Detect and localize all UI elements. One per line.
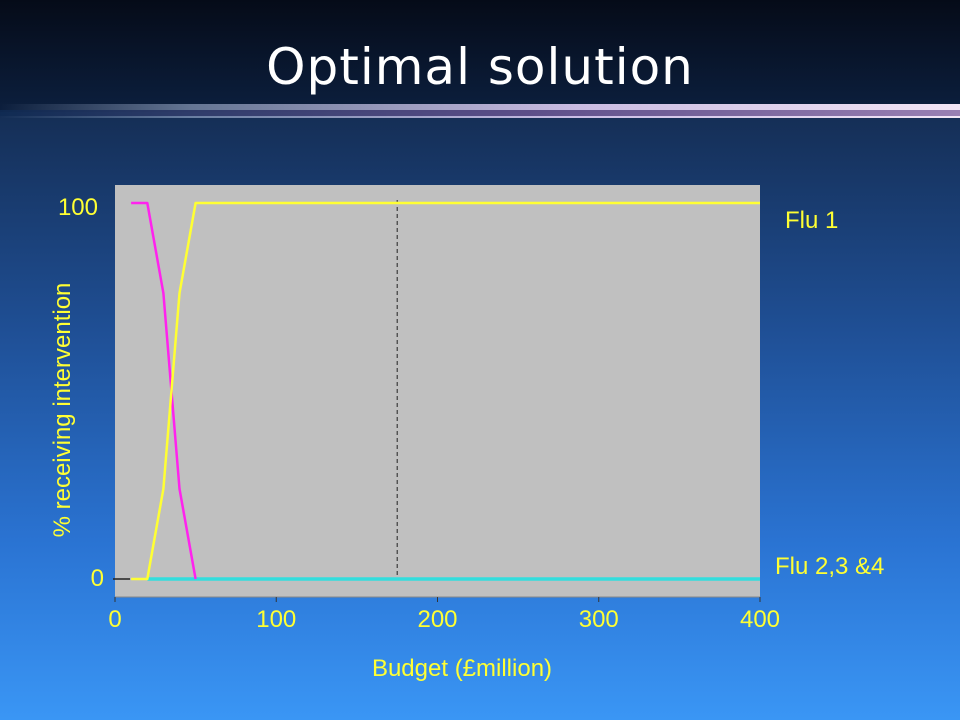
y-axis-label: % receiving intervention bbox=[49, 283, 76, 538]
title-band bbox=[0, 0, 960, 112]
y-tick-label-100: 100 bbox=[58, 194, 98, 221]
series-layer bbox=[131, 201, 760, 581]
plot-area bbox=[115, 185, 760, 597]
series-label-flu1: Flu 1 bbox=[785, 207, 838, 234]
title-rule-shadow bbox=[0, 110, 960, 116]
x-tick-label-300: 300 bbox=[579, 606, 619, 633]
series-line-flu1 bbox=[131, 201, 760, 581]
x-tick-labels: 0 100 200 300 400 bbox=[108, 606, 780, 633]
series-line-other bbox=[131, 201, 197, 580]
x-tick-label-200: 200 bbox=[417, 606, 457, 633]
page-title: Optimal solution bbox=[266, 38, 694, 96]
x-axis-ticks bbox=[114, 597, 761, 602]
x-axis-label: Budget (£million) bbox=[372, 655, 552, 682]
x-tick-label-400: 400 bbox=[740, 606, 780, 633]
x-tick-label-0: 0 bbox=[108, 606, 121, 633]
series-label-flu234: Flu 2,3 &4 bbox=[775, 553, 884, 580]
x-tick-label-100: 100 bbox=[256, 606, 296, 633]
y-tick-label-0: 0 bbox=[91, 565, 104, 592]
